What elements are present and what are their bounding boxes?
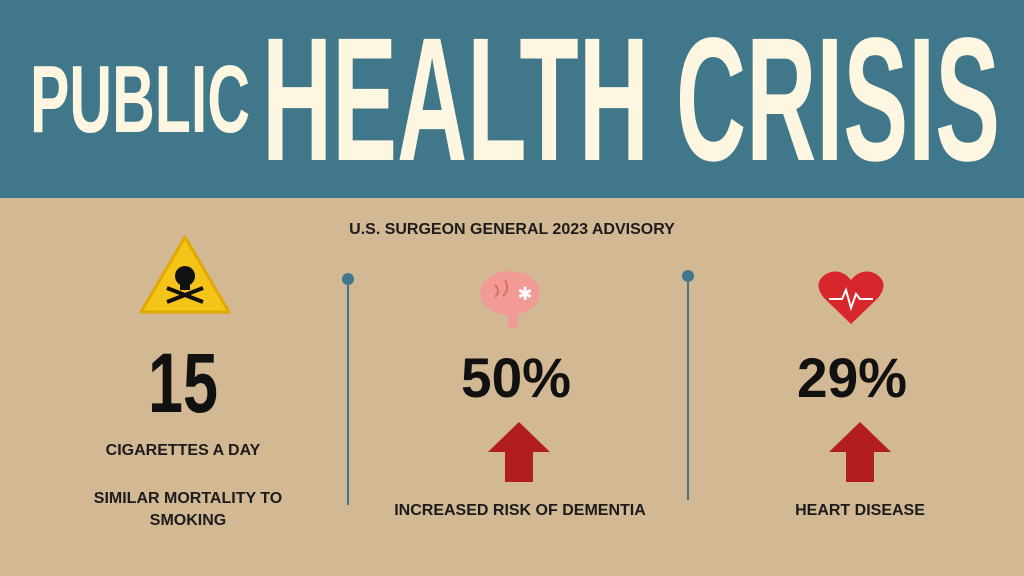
title-small: PUBLIC [30, 46, 250, 153]
warning-icon [139, 235, 231, 314]
subtitle: U.S. SURGEON GENERAL 2023 ADVISORY [349, 221, 675, 238]
stat-value: 15 [148, 336, 218, 430]
divider [342, 273, 354, 505]
brain-icon: ✱ [480, 271, 540, 328]
heart-icon [818, 271, 884, 324]
stat-value: 29% [797, 346, 907, 409]
title-large: HEALTH CRISIS [262, 2, 1000, 198]
divider [682, 270, 694, 500]
stat-note: SIMILAR MORTALITY TO SMOKING [93, 490, 283, 529]
svg-text:✱: ✱ [517, 284, 532, 304]
stat-label: INCREASED RISK OF DEMENTIA [394, 502, 646, 519]
up-arrow [488, 422, 550, 482]
header-band [0, 0, 1024, 198]
stat-label: CIGARETTES A DAY [105, 442, 261, 459]
stat-value: 50% [461, 346, 571, 409]
up-arrow [829, 422, 891, 482]
stat-label: HEART DISEASE [795, 502, 925, 519]
